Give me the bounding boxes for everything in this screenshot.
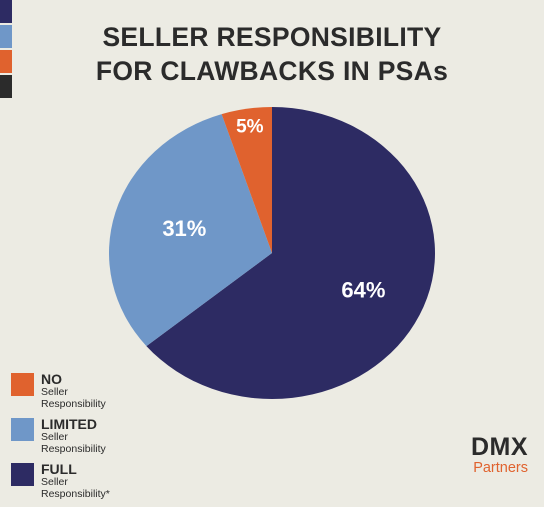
stripe-navy bbox=[0, 0, 12, 23]
legend-swatch-limited bbox=[11, 418, 34, 441]
legend-swatch-no bbox=[11, 373, 34, 396]
legend-label-limited: LIMITED bbox=[41, 416, 97, 432]
brand-sub: Partners bbox=[473, 460, 528, 476]
brand-name: DMX bbox=[470, 433, 528, 461]
stripe-orange bbox=[0, 50, 12, 73]
pie-label-no: 5% bbox=[236, 117, 264, 138]
title-line-1: SELLER RESPONSIBILITY bbox=[102, 22, 442, 52]
color-stripes bbox=[0, 0, 12, 100]
legend-label-full: FULL bbox=[41, 461, 77, 477]
pie-label-limited: 31% bbox=[162, 216, 206, 241]
pie-chart: 64% 31% 5% bbox=[109, 107, 436, 399]
legend-label-no: NO bbox=[41, 371, 62, 387]
legend-sub-no: Seller Responsibility bbox=[41, 386, 106, 410]
legend-sub-limited: Seller Responsibility bbox=[41, 431, 106, 455]
pie-slice-no bbox=[221, 107, 272, 253]
legend-sub-full: Seller Responsibility* bbox=[41, 476, 110, 500]
legend-swatch-full bbox=[11, 463, 34, 486]
pie-label-full: 64% bbox=[341, 277, 385, 302]
stripe-light-blue bbox=[0, 25, 12, 48]
chart-title: SELLER RESPONSIBILITY FOR CLAWBACKS IN P… bbox=[0, 20, 544, 88]
stripe-dark bbox=[0, 75, 12, 98]
title-line-2: FOR CLAWBACKS IN PSAs bbox=[95, 56, 449, 86]
pie-slice-full bbox=[146, 107, 436, 399]
pie-slice-limited bbox=[109, 114, 272, 347]
brand-logo: DMX Partners bbox=[471, 434, 528, 476]
